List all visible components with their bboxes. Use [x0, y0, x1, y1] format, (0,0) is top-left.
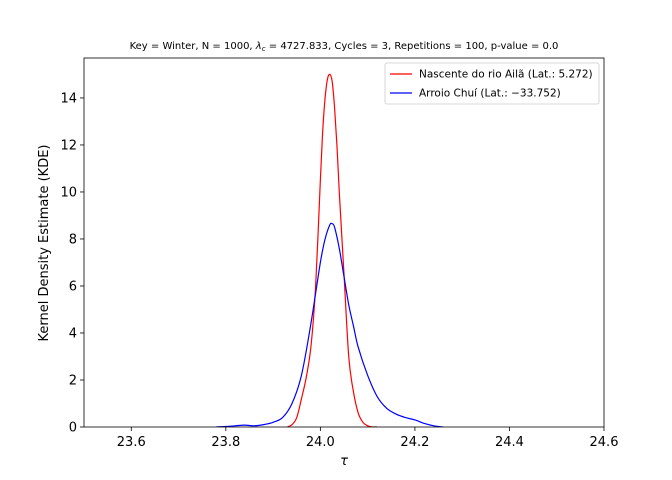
y-tick-label: 2	[69, 373, 77, 388]
x-axis: 23.6 23.8 24.0 24.2 24.4 24.6	[117, 427, 619, 450]
legend-label-ailã: Nascente do rio Ailã (Lat.: 5.272)	[419, 69, 593, 81]
chart-title: Key = Winter, N = 1000, λc = 4727.833, C…	[130, 41, 559, 53]
x-tick-label: 24.2	[400, 435, 429, 450]
plot-frame	[83, 57, 605, 428]
y-tick-label: 12	[60, 138, 77, 153]
legend-label-chui: Arroio Chuí (Lat.: −33.752)	[419, 88, 561, 100]
y-axis-label: Kernel Density Estimate (KDE)	[37, 145, 52, 342]
legend-box	[384, 62, 600, 105]
legend: Nascente do rio Ailã (Lat.: 5.272) Arroi…	[384, 62, 600, 105]
y-tick-label: 0	[69, 421, 77, 436]
x-tick-label: 24.0	[306, 435, 335, 450]
y-tick-label: 8	[69, 232, 77, 247]
series-layer	[216, 73, 444, 427]
y-tick-label: 10	[60, 185, 77, 200]
x-tick-label: 24.6	[590, 435, 619, 450]
y-tick-label: 14	[60, 91, 77, 106]
plot-area	[216, 73, 444, 427]
series-line-1	[216, 222, 444, 427]
x-tick-label: 23.8	[211, 435, 240, 450]
y-tick-label: 6	[69, 279, 77, 294]
series-line-0	[287, 73, 378, 427]
y-axis: 0 2 4 6 8 10 12 14	[60, 91, 84, 436]
y-tick-label: 4	[69, 326, 77, 341]
x-axis-label: τ	[340, 454, 348, 469]
x-tick-label: 23.6	[117, 435, 146, 450]
x-tick-label: 24.4	[495, 435, 524, 450]
